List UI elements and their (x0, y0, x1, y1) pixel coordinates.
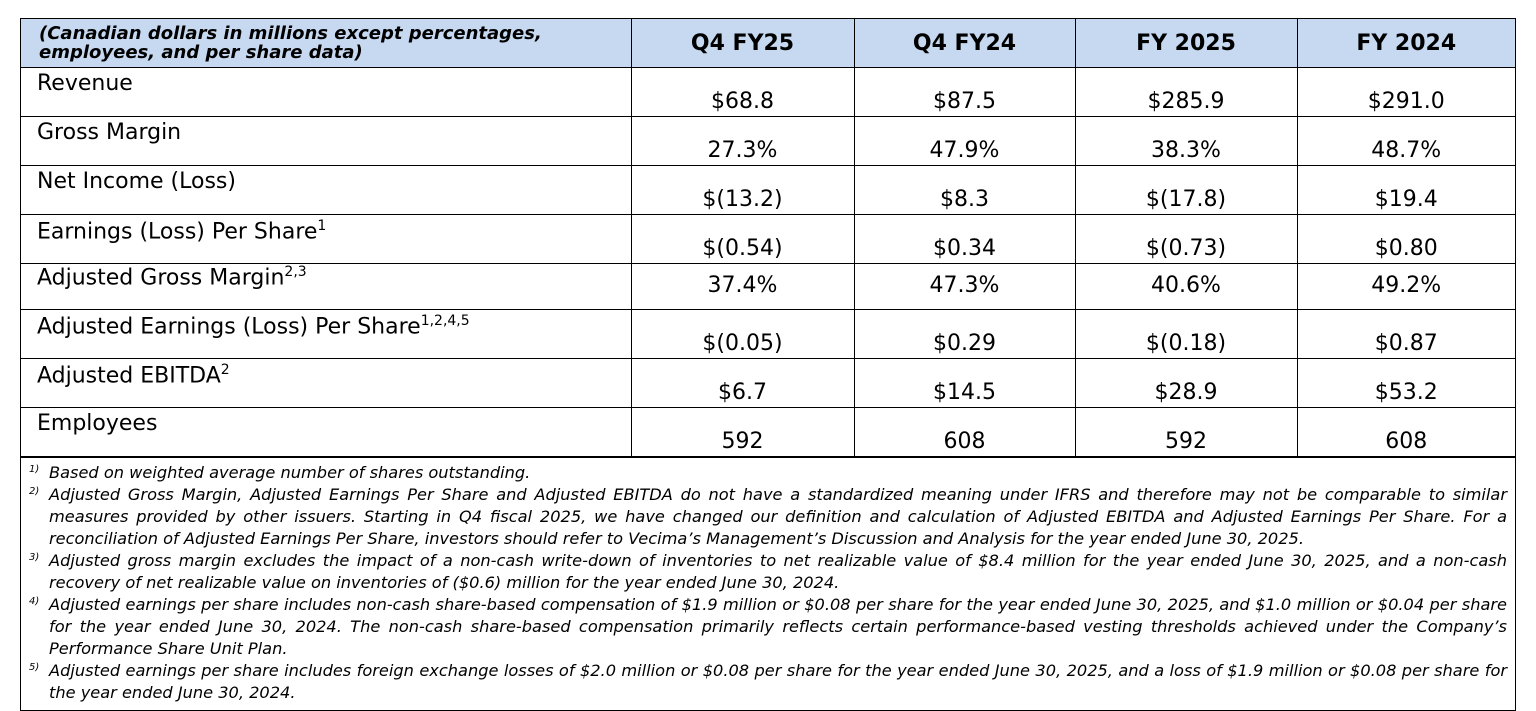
value-cell: $(13.2) (630, 165, 855, 215)
value-cell: 27.3% (630, 116, 855, 166)
table: (Canadian dollars in millions except per… (21, 19, 1515, 457)
column-header: FY 2025 (1074, 19, 1298, 68)
value-cell: $(0.73) (1074, 214, 1298, 264)
footnotes: 1) Based on weighted average number of sh… (21, 457, 1515, 710)
value-cell: 37.4% (630, 263, 855, 310)
footnote-ref: 1,2,4,5 (420, 313, 470, 329)
footnote-marker: 2) (29, 486, 40, 497)
row-label-cell: Net Income (Loss) (21, 165, 632, 215)
footnote-text: Based on weighted average number of shar… (49, 463, 531, 482)
value-cell: 48.7% (1296, 116, 1515, 166)
data-row: Net Income (Loss) $(13.2) $8.3 $(17.8) $19.4 (21, 165, 1515, 215)
column-header: Q4 FY24 (853, 19, 1076, 68)
value-cell: $6.7 (630, 358, 855, 408)
row-label: Earnings (Loss) Per Share (37, 219, 318, 245)
value-cell: $291.0 (1296, 67, 1515, 117)
value-cell: 49.2% (1296, 263, 1515, 310)
footnote-text: Adjusted earnings per share includes non… (49, 595, 1507, 658)
footnote: 5) Adjusted earnings per share includes f… (29, 660, 1507, 704)
row-label: Adjusted Earnings (Loss) Per Share (37, 314, 421, 340)
value-cell: $0.87 (1296, 309, 1515, 359)
value-cell: $28.9 (1074, 358, 1298, 408)
value-cell: 40.6% (1074, 263, 1298, 310)
column-header: FY 2024 (1296, 19, 1515, 68)
value-cell: 592 (630, 407, 855, 457)
data-row: Adjusted Gross Margin2,3 37.4% 47.3% 40.6% 4… (21, 263, 1515, 310)
footnote-marker: 1) (29, 464, 40, 475)
data-row: Employees 592 608 592 608 (21, 407, 1515, 457)
data-row: Gross Margin 27.3% 47.9% 38.3% 48.7% (21, 116, 1515, 166)
row-label: Revenue (37, 71, 133, 96)
header-row: (Canadian dollars in millions except per… (21, 19, 1515, 68)
value-cell: 608 (1296, 407, 1515, 457)
value-cell: 592 (1074, 407, 1298, 457)
footnote-text: Adjusted gross margin excludes the impac… (49, 551, 1507, 592)
value-cell: $8.3 (853, 165, 1076, 215)
footnote: 3) Adjusted gross margin excludes the imp… (29, 550, 1507, 594)
value-cell: $0.80 (1296, 214, 1515, 264)
value-cell: $53.2 (1296, 358, 1515, 408)
unit-note: (Canadian dollars in millions except per… (21, 19, 632, 68)
value-cell: $14.5 (853, 358, 1076, 408)
data-row: Adjusted EBITDA2 $6.7 $14.5 $28.9 $53.2 (21, 358, 1515, 408)
value-cell: $(0.05) (630, 309, 855, 359)
footnote-marker: 4) (29, 596, 40, 607)
value-cell: $(0.18) (1074, 309, 1298, 359)
footnote-ref: 2 (220, 362, 230, 378)
value-cell: $(17.8) (1074, 165, 1298, 215)
footnote-ref: 2,3 (284, 264, 307, 280)
value-cell: $87.5 (853, 67, 1076, 117)
value-cell: $0.29 (853, 309, 1076, 359)
value-cell: $19.4 (1296, 165, 1515, 215)
row-label-cell: Revenue (21, 67, 632, 117)
row-label-cell: Earnings (Loss) Per Share1 (21, 214, 632, 264)
row-label-cell: Adjusted EBITDA2 (21, 358, 632, 408)
value-cell: $285.9 (1074, 67, 1298, 117)
row-label: Employees (37, 411, 158, 436)
footnote: 1) Based on weighted average number of sh… (29, 462, 1507, 484)
row-label: Adjusted EBITDA (37, 363, 221, 389)
data-row: Earnings (Loss) Per Share1 $(0.54) $0.34 $(… (21, 214, 1515, 264)
row-label: Gross Margin (37, 120, 182, 145)
value-cell: $68.8 (630, 67, 855, 117)
footnote: 4) Adjusted earnings per share includes n… (29, 594, 1507, 660)
footnote-marker: 5) (29, 662, 40, 673)
row-label-cell: Gross Margin (21, 116, 632, 166)
row-label-cell: Adjusted Gross Margin2,3 (21, 263, 632, 310)
value-cell: $0.34 (853, 214, 1076, 264)
column-header: Q4 FY25 (630, 19, 855, 68)
row-label: Net Income (Loss) (37, 169, 236, 194)
value-cell: $(0.54) (630, 214, 855, 264)
footnote-text: Adjusted Gross Margin, Adjusted Earnings… (49, 485, 1507, 548)
row-label: Adjusted Gross Margin (37, 265, 285, 291)
row-label-cell: Adjusted Earnings (Loss) Per Share1,2,4,… (21, 309, 632, 359)
value-cell: 608 (853, 407, 1076, 457)
footnote-text: Adjusted earnings per share includes for… (49, 661, 1507, 702)
financial-table: (Canadian dollars in millions except per… (20, 18, 1516, 711)
value-cell: 47.3% (853, 263, 1076, 310)
value-cell: 38.3% (1074, 116, 1298, 166)
footnote-ref: 1 (317, 218, 327, 234)
data-row: Adjusted Earnings (Loss) Per Share1,2,4,… (21, 309, 1515, 359)
data-row: Revenue $68.8 $87.5 $285.9 $291.0 (21, 67, 1515, 117)
row-label-cell: Employees (21, 407, 632, 457)
value-cell: 47.9% (853, 116, 1076, 166)
footnote: 2) Adjusted Gross Margin, Adjusted Earnin… (29, 484, 1507, 550)
footnote-marker: 3) (29, 552, 40, 563)
